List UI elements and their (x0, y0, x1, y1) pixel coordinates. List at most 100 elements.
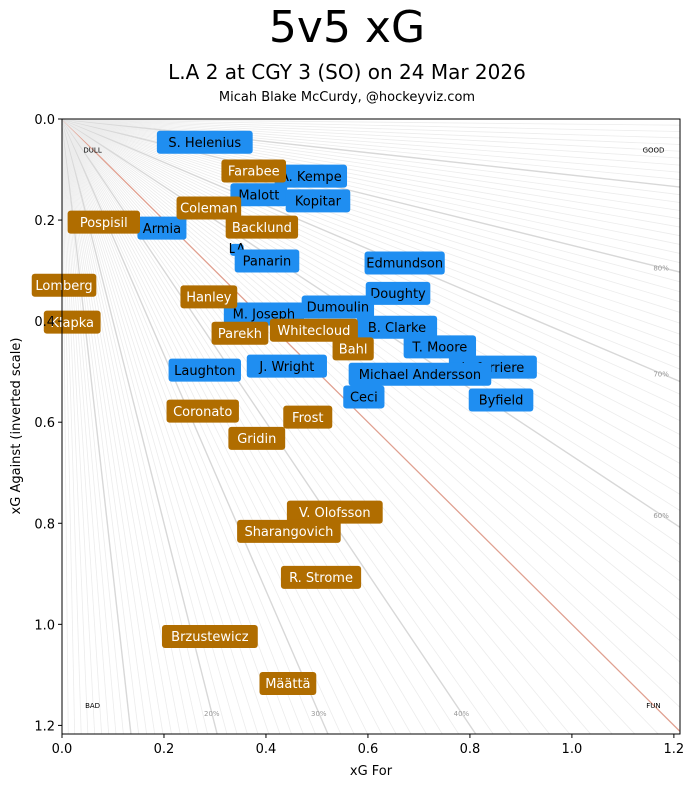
share-guide-line (62, 119, 427, 734)
share-guide-line (62, 119, 132, 734)
share-guide-line (62, 119, 659, 734)
share-guide-line (62, 119, 680, 196)
corner-label-bad: BAD (85, 702, 100, 710)
label-box (365, 281, 431, 305)
label-box (137, 216, 187, 240)
y-tick-label: 1.0 (34, 618, 55, 633)
player-label: Ceci (350, 391, 378, 406)
share-guide-line (62, 119, 477, 734)
share-guide-line (62, 119, 512, 734)
player-point: Klapka (43, 310, 101, 334)
player-point: V. Olofsson (286, 500, 383, 524)
share-guide-line (62, 119, 69, 734)
share-guide-line (62, 119, 412, 734)
share-guide-line (62, 119, 96, 734)
percent-labels: 20% 30% 40% 60% 70% 80% (204, 264, 669, 717)
share-guide-line (62, 119, 680, 220)
player-label: B. Clarke (368, 321, 426, 336)
share-guide-line (62, 119, 680, 203)
player-point: Panarin (234, 249, 300, 273)
corner-labels: DULL GOOD BAD FUN (83, 146, 664, 710)
chart-credit: Micah Blake McCurdy, @hockeyviz.com (218, 90, 476, 105)
percent-label: 60% (653, 512, 669, 520)
player-label: Backlund (232, 221, 292, 236)
label-box (221, 159, 287, 183)
label-box (43, 310, 101, 334)
share-guide-line (62, 119, 680, 480)
player-label: Panarin (243, 255, 292, 270)
share-guide-line (62, 119, 680, 166)
x-tick-label: 0.2 (154, 742, 175, 757)
player-point: Parekh (211, 321, 269, 345)
chart-subtitle: L.A 2 at CGY 3 (SO) on 24 Mar 2026 (168, 60, 526, 84)
player-point: Edmundson (364, 251, 445, 275)
player-label: Coleman (180, 202, 238, 217)
share-guide-line (62, 119, 443, 734)
y-tick-label: 0.8 (34, 517, 55, 532)
player-label: Bahl (339, 343, 368, 358)
player-label: Malott (238, 188, 279, 203)
x-tick-label: 0.0 (52, 742, 73, 757)
label-box (230, 183, 288, 207)
player-label: Doughty (370, 287, 426, 302)
player-label: Laughton (174, 364, 235, 379)
player-point: Whitecloud (269, 318, 358, 342)
share-guide-line (62, 119, 680, 621)
share-guide-line (62, 119, 680, 211)
share-guide-line (62, 119, 248, 734)
player-point: Laughton (168, 358, 241, 382)
player-point: S. Helenius (156, 130, 253, 154)
player-point: Brzustewicz (161, 624, 258, 648)
share-guide-line (62, 119, 494, 734)
share-guide-line (62, 119, 680, 324)
player-label: Farabee (228, 165, 280, 180)
share-guide-line (62, 119, 199, 734)
percent-label: 30% (311, 710, 327, 718)
share-guide-line (62, 119, 117, 734)
player-label: Armia (143, 222, 181, 237)
corner-label-fun: FUN (646, 702, 660, 710)
share-guide-line (62, 119, 369, 734)
y-axis-label: xG Against (inverted scale) (9, 338, 24, 515)
share-guide-line (62, 119, 208, 734)
share-guide-line (62, 119, 156, 734)
share-guide-line (62, 119, 82, 734)
player-label: Määttä (265, 677, 310, 692)
label-box (67, 210, 141, 234)
share-guide-line (62, 119, 680, 145)
player-point: Frost (283, 405, 333, 429)
share-guide-line (62, 119, 680, 159)
x-tick-label: 1.0 (562, 742, 583, 757)
share-guide-line (62, 119, 270, 734)
player-label: Parekh (218, 327, 262, 342)
share-guide-line (62, 119, 680, 370)
share-guide-line (62, 119, 680, 663)
player-label: Hanley (186, 291, 232, 306)
label-box (403, 335, 477, 359)
percent-label: 70% (653, 370, 669, 378)
share-guide-line (62, 119, 680, 283)
x-axis: 0.0 0.2 0.4 0.6 0.8 1.0 1.2 (52, 734, 685, 757)
player-label: Brzustewicz (171, 630, 249, 645)
player-point: Määttä (259, 671, 317, 695)
share-guide-line (62, 119, 281, 734)
plot-frame (61, 118, 681, 735)
x-axis-label: xG For (350, 764, 393, 779)
player-label: Whitecloud (277, 324, 350, 339)
label-box (228, 426, 286, 450)
label-box (180, 285, 238, 309)
x-tick-label: 0.6 (358, 742, 379, 757)
player-label: Byfield (479, 394, 524, 409)
y-tick-label: 1.2 (34, 719, 55, 734)
x-tick-label: 1.2 (664, 742, 685, 757)
player-label: J. Wright (258, 360, 314, 375)
share-guide-line (62, 119, 355, 734)
player-label: Edmundson (366, 257, 443, 272)
label-box (283, 405, 333, 429)
share-guide-line (62, 119, 164, 734)
share-guide-line (62, 119, 680, 126)
player-point: Dumoulin (301, 295, 375, 319)
player-point: Pospisil (67, 210, 141, 234)
share-guide-line (62, 119, 103, 734)
player-label: Michael Andersson (359, 368, 481, 383)
